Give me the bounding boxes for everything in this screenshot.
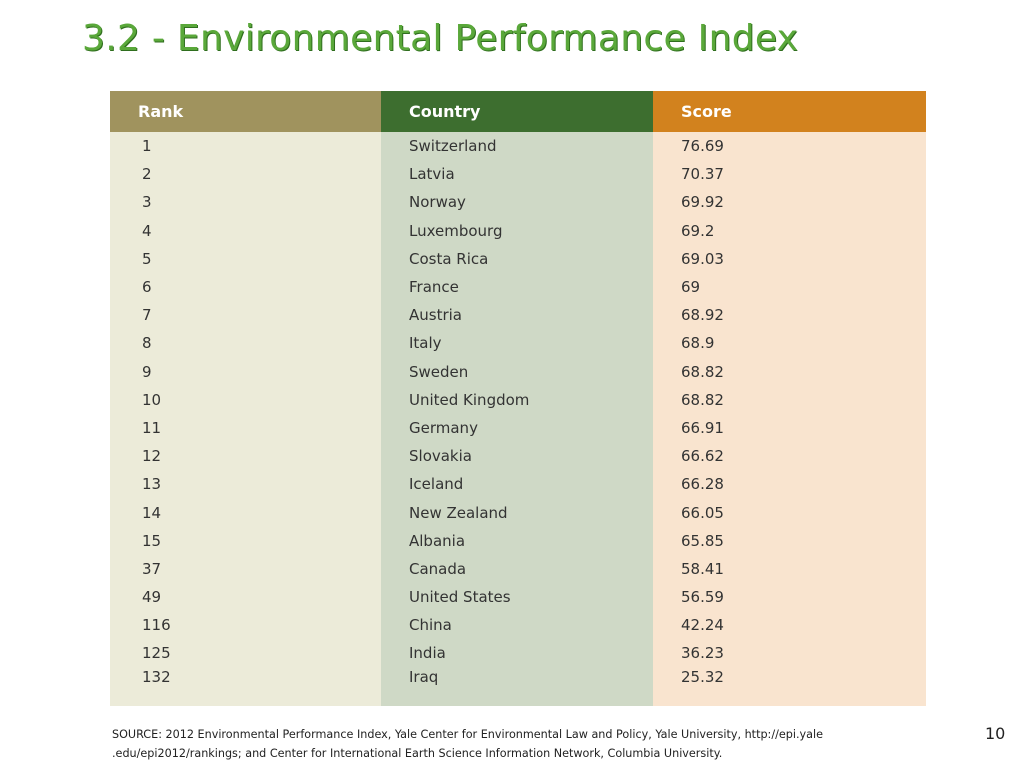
country-cell: Italy — [381, 329, 653, 358]
country-cell: Latvia — [381, 160, 653, 189]
score-cell: 58.41 — [653, 554, 926, 583]
table-row: 116 China 42.24 — [110, 611, 926, 640]
score-cell: 70.37 — [653, 160, 926, 189]
country-cell: New Zealand — [381, 498, 653, 527]
table-row: 13 Iceland 66.28 — [110, 470, 926, 499]
table-row: 10 United Kingdom 68.82 — [110, 385, 926, 414]
rank-cell: 125 — [110, 639, 381, 668]
country-cell: Iceland — [381, 470, 653, 499]
table-row: 5 Costa Rica 69.03 — [110, 244, 926, 273]
table-row: 1 Switzerland 76.69 — [110, 132, 926, 161]
country-cell: Austria — [381, 301, 653, 330]
table-row: 11 Germany 66.91 — [110, 413, 926, 443]
country-cell: United Kingdom — [381, 385, 653, 414]
country-cell: Iraq — [381, 667, 653, 706]
source-line-1: SOURCE: 2012 Environmental Performance I… — [112, 728, 823, 741]
table-row: 49 United States 56.59 — [110, 583, 926, 612]
rank-cell: 14 — [110, 498, 381, 527]
epi-ranking-table: Rank Country Score 1 Switzerland 76.69 2… — [110, 91, 926, 706]
score-cell: 42.24 — [653, 611, 926, 640]
table-row: 132 Iraq 25.32 — [110, 667, 926, 706]
header-row: Rank Country Score — [110, 91, 926, 132]
table-row: 6 France 69 — [110, 272, 926, 302]
rank-cell: 13 — [110, 470, 381, 499]
score-cell: 65.85 — [653, 526, 926, 555]
source-note: SOURCE: 2012 Environmental Performance I… — [112, 725, 932, 763]
table-row: 7 Austria 68.92 — [110, 301, 926, 330]
slide-title: 3.2 - Environmental Performance Index — [82, 18, 799, 59]
score-cell: 68.82 — [653, 385, 926, 414]
country-cell: United States — [381, 583, 653, 612]
rank-cell: 15 — [110, 526, 381, 555]
rank-cell: 116 — [110, 611, 381, 640]
table-row: 15 Albania 65.85 — [110, 526, 926, 555]
rank-cell: 1 — [110, 132, 381, 161]
score-cell: 69.92 — [653, 188, 926, 217]
rank-cell: 49 — [110, 583, 381, 612]
table-row: 2 Latvia 70.37 — [110, 160, 926, 189]
source-line-2: .edu/epi2012/rankings; and Center for In… — [112, 747, 723, 760]
score-cell: 76.69 — [653, 132, 926, 161]
country-cell: Slovakia — [381, 442, 653, 471]
table-row: 37 Canada 58.41 — [110, 554, 926, 583]
rank-cell: 6 — [110, 272, 381, 302]
rank-cell: 132 — [110, 667, 381, 706]
table-row: 4 Luxembourg 69.2 — [110, 216, 926, 245]
table-row: 14 New Zealand 66.05 — [110, 498, 926, 527]
header-country: Country — [381, 91, 653, 132]
score-cell: 56.59 — [653, 583, 926, 612]
score-cell: 66.62 — [653, 442, 926, 471]
rank-cell: 11 — [110, 413, 381, 443]
rank-cell: 9 — [110, 357, 381, 386]
score-cell: 68.9 — [653, 329, 926, 358]
country-cell: Costa Rica — [381, 244, 653, 273]
page-number: 10 — [985, 724, 1006, 743]
country-cell: India — [381, 639, 653, 668]
score-cell: 66.28 — [653, 470, 926, 499]
rank-cell: 4 — [110, 216, 381, 245]
country-cell: Albania — [381, 526, 653, 555]
score-cell: 36.23 — [653, 639, 926, 668]
score-cell: 69 — [653, 272, 926, 302]
table-row: 8 Italy 68.9 — [110, 329, 926, 358]
rank-cell: 12 — [110, 442, 381, 471]
country-cell: Norway — [381, 188, 653, 217]
score-cell: 68.82 — [653, 357, 926, 386]
rank-cell: 3 — [110, 188, 381, 217]
score-cell: 25.32 — [653, 667, 926, 706]
rank-cell: 37 — [110, 554, 381, 583]
country-cell: Luxembourg — [381, 216, 653, 245]
score-cell: 69.03 — [653, 244, 926, 273]
score-cell: 68.92 — [653, 301, 926, 330]
header-rank: Rank — [110, 91, 381, 132]
country-cell: France — [381, 272, 653, 302]
score-cell: 66.91 — [653, 413, 926, 443]
table-row: 12 Slovakia 66.62 — [110, 442, 926, 471]
score-cell: 66.05 — [653, 498, 926, 527]
rank-cell: 8 — [110, 329, 381, 358]
table-row: 9 Sweden 68.82 — [110, 357, 926, 386]
header-score: Score — [653, 91, 926, 132]
country-cell: China — [381, 611, 653, 640]
table-row: 3 Norway 69.92 — [110, 188, 926, 217]
table-row: 125 India 36.23 — [110, 639, 926, 668]
rank-cell: 10 — [110, 385, 381, 414]
score-cell: 69.2 — [653, 216, 926, 245]
rank-cell: 5 — [110, 244, 381, 273]
rank-cell: 2 — [110, 160, 381, 189]
rank-cell: 7 — [110, 301, 381, 330]
table-body: 1 Switzerland 76.69 2 Latvia 70.37 3 Nor… — [110, 132, 926, 706]
country-cell: Canada — [381, 554, 653, 583]
table-header: Rank Country Score — [110, 91, 926, 132]
country-cell: Germany — [381, 413, 653, 443]
country-cell: Sweden — [381, 357, 653, 386]
country-cell: Switzerland — [381, 132, 653, 161]
